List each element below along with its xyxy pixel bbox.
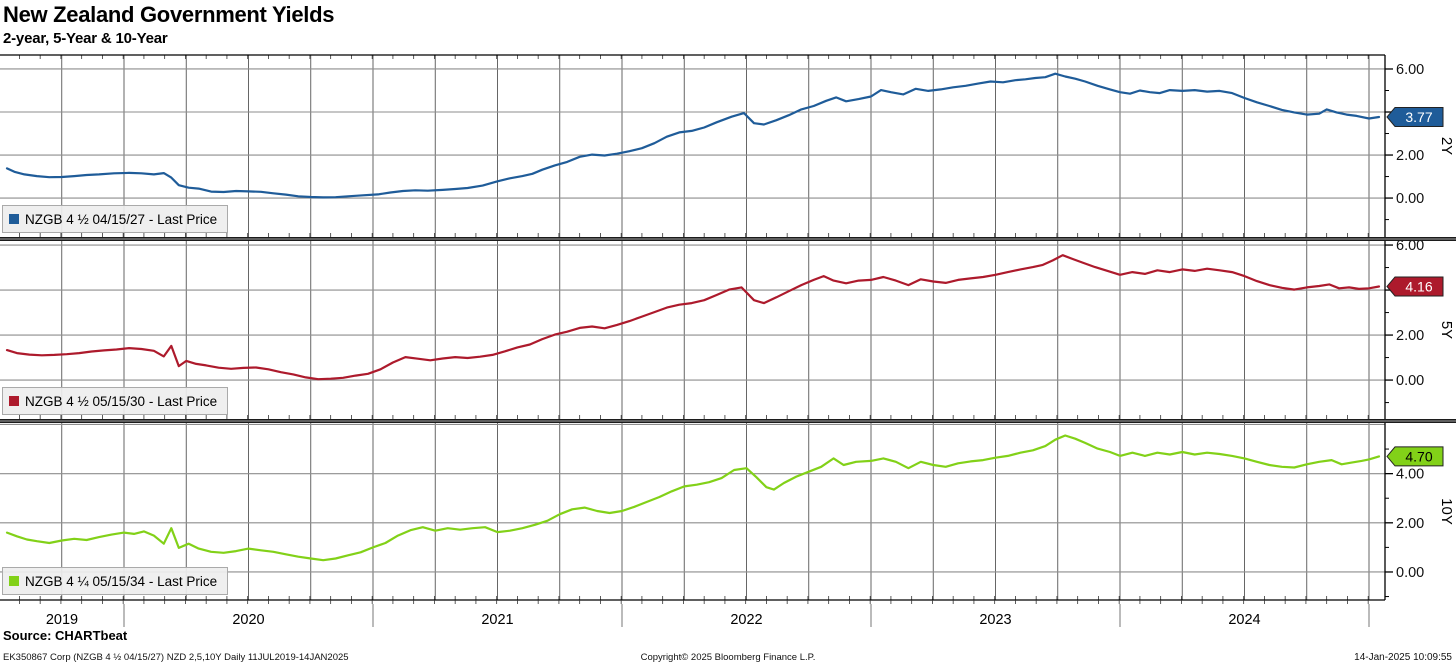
last-price-box-10y [1386,446,1444,467]
footer-timestamp: 14-Jan-2025 10:09:55 [1354,652,1452,663]
ytick-label-2y: 2.00 [1396,148,1424,164]
axis-title-10y: 10Y [1438,498,1455,525]
page-subtitle: 2-year, 5-Year & 10-Year [3,30,168,48]
page-title: New Zealand Government Yields [3,2,335,27]
last-price-value-2y: 3.77 [1405,109,1432,125]
xtick-year-label: 2022 [730,612,762,628]
last-price-value-5y: 4.16 [1405,278,1432,294]
footer-copyright: Copyright© 2025 Bloomberg Finance L.P. [640,652,816,663]
xtick-year-label: 2019 [46,612,78,628]
yield-line-2y [5,72,1381,199]
axis-title-5y: 5Y [1438,321,1455,339]
legend-2y: NZGB 4 ½ 04/15/27 - Last Price [2,205,229,233]
footer-security-info: EK350867 Corp (NZGB 4 ½ 04/15/27) NZD 2,… [3,652,349,663]
ytick-label-2y: 0.00 [1396,191,1424,207]
legend-10y: NZGB 4 ¼ 05/15/34 - Last Price [2,567,229,595]
legend-label-10y: NZGB 4 ¼ 05/15/34 - Last Price [25,573,218,589]
xtick-year-label: 2020 [232,612,264,628]
ytick-label-5y: 2.00 [1396,328,1424,344]
yield-charts-canvas[interactable]: 0.002.004.006.003.772Y0.002.004.006.004.… [0,0,1456,648]
legend-swatch-10y [9,576,19,586]
legend-swatch-5y [9,396,19,406]
xtick-year-label: 2024 [1228,612,1260,628]
ytick-label-10y: 2.00 [1396,516,1424,532]
chart-header: New Zealand Government Yields 2-year, 5-… [3,2,334,47]
legend-label-5y: NZGB 4 ½ 05/15/30 - Last Price [25,393,218,409]
legend-5y: NZGB 4 ½ 05/15/30 - Last Price [2,387,229,415]
ytick-label-2y: 6.00 [1396,62,1424,78]
ytick-label-10y: 4.00 [1396,467,1424,483]
legend-swatch-2y [9,214,19,224]
axis-title-2y: 2Y [1438,137,1455,155]
last-price-box-5y [1386,276,1444,297]
yield-line-10y [5,434,1381,562]
source-line: Source: CHARTbeat [3,628,128,643]
legend-label-2y: NZGB 4 ½ 04/15/27 - Last Price [25,211,218,227]
ytick-label-5y: 0.00 [1396,373,1424,389]
plot-area-10y[interactable]: 0.00 2.00 4.00 4.70 10Y [0,423,1455,600]
last-price-value-10y: 4.70 [1405,448,1432,464]
xtick-year-label: 2023 [979,612,1011,628]
yield-line-5y [5,254,1381,381]
ytick-label-5y: 6.00 [1396,238,1424,254]
xtick-year-label: 2021 [481,612,513,628]
ytick-label-10y: 0.00 [1396,565,1424,581]
last-price-box-2y [1386,106,1444,127]
